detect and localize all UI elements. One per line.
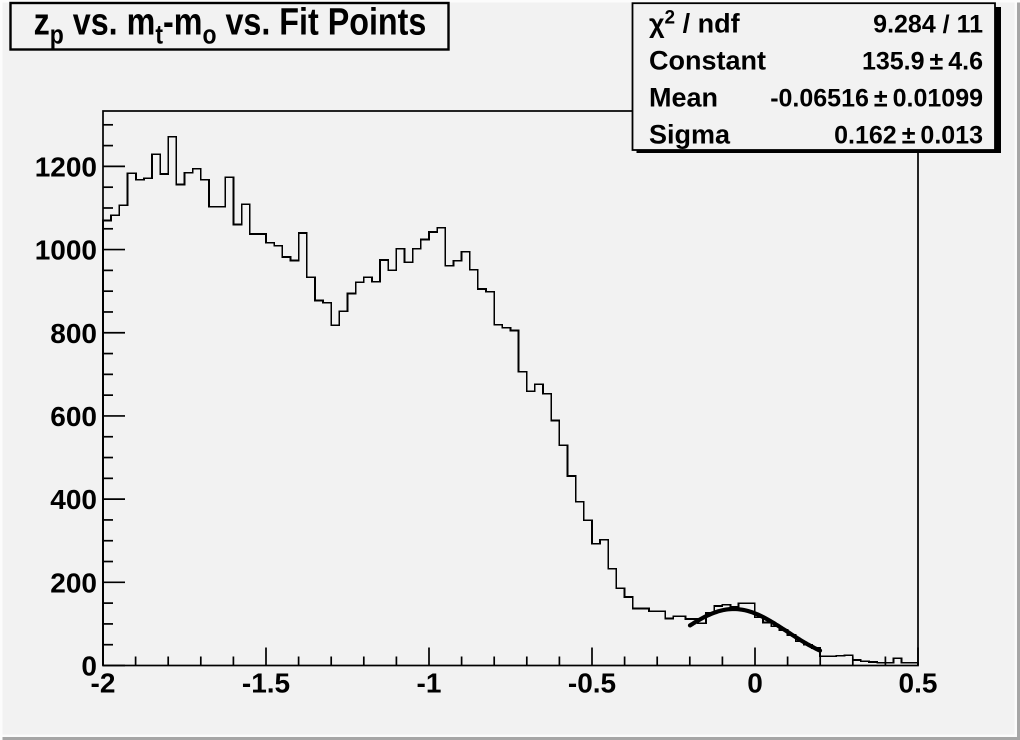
svg-text:-1: -1 [417, 668, 442, 699]
svg-text:200: 200 [50, 567, 97, 598]
svg-text:800: 800 [50, 318, 97, 349]
svg-text:1200: 1200 [35, 151, 97, 182]
svg-text:Mean: Mean [649, 83, 718, 113]
svg-text:-1.5: -1.5 [242, 668, 290, 699]
svg-text:0: 0 [81, 651, 97, 682]
svg-text:0.5: 0.5 [899, 668, 938, 699]
svg-text:0.162 ± 0.013: 0.162 ± 0.013 [834, 122, 983, 150]
svg-text:zp vs. mt-mo vs. Fit Points: zp vs. mt-mo vs. Fit Points [34, 1, 427, 50]
svg-text:135.9 ± 4.6: 135.9 ± 4.6 [862, 48, 983, 76]
svg-text:Constant: Constant [649, 46, 766, 76]
svg-text:600: 600 [50, 401, 97, 432]
svg-text:Sigma: Sigma [649, 120, 731, 150]
svg-text:-0.5: -0.5 [568, 668, 616, 699]
svg-text:0: 0 [747, 668, 763, 699]
svg-text:9.284 / 11: 9.284 / 11 [873, 11, 983, 39]
svg-text:-2: -2 [91, 668, 116, 699]
svg-text:-0.06516 ± 0.01099: -0.06516 ± 0.01099 [770, 85, 983, 113]
svg-text:χ2 / ndf: χ2 / ndf [649, 8, 741, 39]
svg-text:400: 400 [50, 484, 97, 515]
svg-text:1000: 1000 [35, 235, 97, 266]
